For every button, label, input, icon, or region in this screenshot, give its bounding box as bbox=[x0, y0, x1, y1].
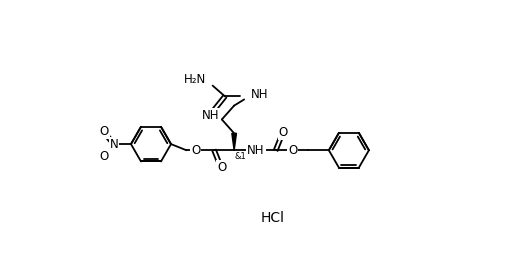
Text: O: O bbox=[191, 144, 200, 157]
Text: O: O bbox=[279, 126, 288, 139]
Text: O: O bbox=[288, 144, 297, 157]
Text: HCl: HCl bbox=[261, 211, 285, 225]
Text: NH: NH bbox=[247, 144, 264, 157]
Polygon shape bbox=[232, 133, 236, 150]
Text: &1: &1 bbox=[235, 152, 247, 161]
Text: NH: NH bbox=[202, 109, 220, 122]
Text: H₂N: H₂N bbox=[184, 73, 206, 86]
Text: O: O bbox=[99, 150, 109, 163]
Text: NH: NH bbox=[251, 88, 269, 101]
Text: N: N bbox=[110, 138, 119, 150]
Text: O: O bbox=[217, 162, 227, 175]
Text: O: O bbox=[99, 125, 109, 138]
